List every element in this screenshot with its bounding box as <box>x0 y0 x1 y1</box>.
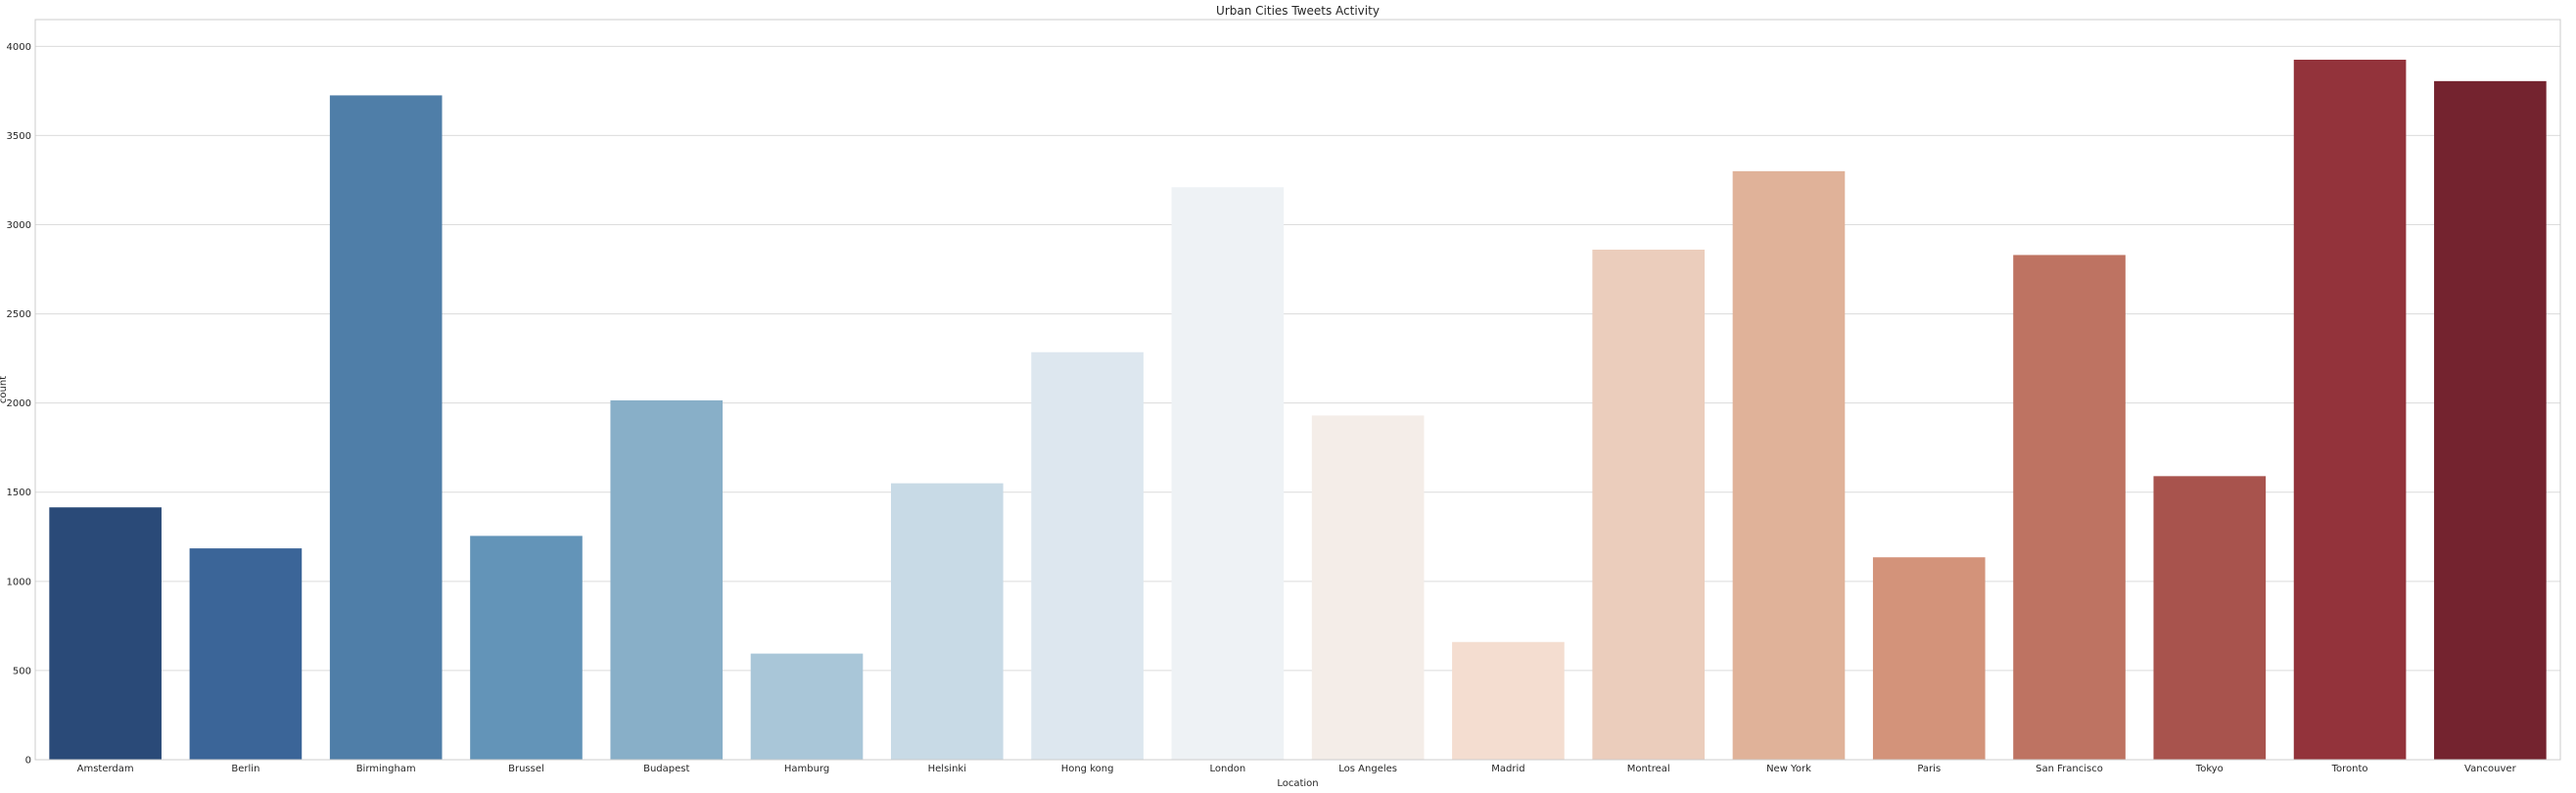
x-tick-label: Tokyo <box>2195 764 2224 774</box>
bar-vancouver <box>2434 80 2547 760</box>
y-tick-label: 1500 <box>7 488 31 498</box>
bar-helsinki <box>890 483 1004 760</box>
x-tick-label: Helsinki <box>928 764 966 774</box>
plot-frame <box>34 19 2561 761</box>
bar-montreal <box>1592 249 1706 761</box>
x-tick-label: San Francisco <box>2036 764 2103 774</box>
x-tick-label: Vancouver <box>2464 764 2517 774</box>
bar-madrid <box>1452 641 1565 760</box>
x-tick-label: Los Angeles <box>1338 764 1397 774</box>
bar-tokyo <box>2153 476 2267 760</box>
bar-budapest <box>610 399 724 760</box>
bar-los-angeles <box>1311 415 1425 760</box>
x-tick-label: London <box>1210 764 1246 774</box>
y-tick-label: 4000 <box>7 42 31 53</box>
y-axis-label: count <box>0 376 9 403</box>
x-tick-label: New York <box>1766 764 1811 774</box>
x-tick-label: Birmingham <box>356 764 416 774</box>
bar-hong-kong <box>1031 351 1144 760</box>
bar-new-york <box>1732 170 1846 760</box>
x-tick-label: Brussel <box>508 764 544 774</box>
bar-hamburg <box>750 653 864 760</box>
x-tick-label: Amsterdam <box>77 764 134 774</box>
bar-london <box>1171 187 1285 761</box>
bar-paris <box>1872 557 1986 760</box>
bar-brussel <box>470 536 583 760</box>
y-tick-label: 2000 <box>7 398 31 409</box>
x-tick-label: Hong kong <box>1061 764 1114 774</box>
x-tick-label: Berlin <box>231 764 259 774</box>
bar-san-francisco <box>2013 255 2126 760</box>
x-tick-label: Budapest <box>643 764 689 774</box>
x-tick-label: Montreal <box>1627 764 1670 774</box>
x-tick-label: Toronto <box>2331 764 2368 774</box>
y-tick-label: 500 <box>13 666 31 676</box>
x-tick-label: Hamburg <box>784 764 829 774</box>
bar-birmingham <box>329 95 443 760</box>
y-tick-labels: 0 500 1000 1500 2000 2500 3000 3500 4000 <box>7 42 31 767</box>
bar-toronto <box>2293 59 2407 760</box>
x-tick-labels: Amsterdam Berlin Birmingham Brussel Budapest… <box>77 764 2517 774</box>
y-tick-label: 3500 <box>7 131 31 142</box>
y-tick-label: 3000 <box>7 220 31 231</box>
bar-amsterdam <box>49 507 162 760</box>
bar-berlin <box>189 548 303 760</box>
y-tick-label: 2500 <box>7 309 31 320</box>
x-tick-label: Paris <box>1917 764 1941 774</box>
y-tick-label: 1000 <box>7 577 31 587</box>
x-tick-label: Madrid <box>1491 764 1524 774</box>
x-axis-label: Location <box>1277 778 1318 789</box>
bars-group <box>49 59 2547 761</box>
chart-title: Urban Cities Tweets Activity <box>1216 4 1380 18</box>
y-tick-label: 0 <box>25 756 31 767</box>
